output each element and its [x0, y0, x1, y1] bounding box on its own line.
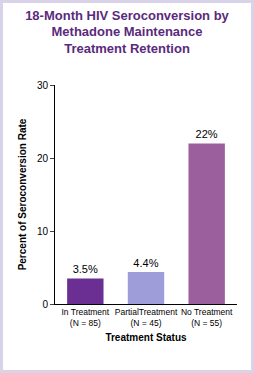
svg-text:In Treatment(N = 85): In Treatment(N = 85) [61, 307, 109, 328]
svg-text:0: 0 [42, 299, 48, 310]
svg-text:30: 30 [37, 80, 49, 91]
svg-text:3.5%: 3.5% [73, 263, 98, 275]
svg-text:4.4%: 4.4% [133, 257, 158, 269]
svg-text:Percent of Seroconversion Rate: Percent of Seroconversion Rate [17, 118, 28, 270]
svg-text:No Treatment(N = 55): No Treatment(N = 55) [181, 307, 233, 328]
svg-text:Treatment Status: Treatment Status [105, 332, 187, 343]
svg-text:PartialTreatment(N = 45): PartialTreatment(N = 45) [115, 307, 178, 328]
svg-text:20: 20 [37, 153, 49, 164]
svg-text:18-Month HIV Seroconversion by: 18-Month HIV Seroconversion byMethadone … [25, 8, 229, 57]
svg-text:10: 10 [37, 226, 49, 237]
svg-text:22%: 22% [196, 128, 218, 140]
